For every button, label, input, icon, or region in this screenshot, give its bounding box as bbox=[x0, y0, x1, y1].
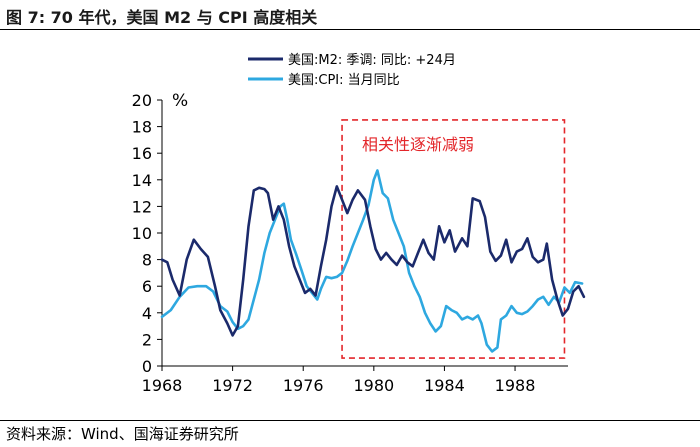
series-line-cpi bbox=[160, 169, 584, 353]
m2-cpi-line-chart: 0 2 4 6 8 10 12 14 16 18 20 1968 1972 1976 1980 1984 198… bbox=[132, 53, 586, 395]
y-tick-label: 8 bbox=[142, 251, 152, 270]
annotation-label: 相关性逐渐减弱 bbox=[362, 135, 474, 154]
title-divider bbox=[0, 29, 700, 30]
x-tick-label: 1972 bbox=[212, 376, 253, 395]
y-tick-label: 4 bbox=[142, 304, 152, 323]
y-axis-unit-label: % bbox=[172, 91, 188, 111]
chart-axes: 0 2 4 6 8 10 12 14 16 18 20 1968 1972 1976 1980 1984 198… bbox=[132, 91, 568, 395]
x-tick-label: 1980 bbox=[353, 376, 394, 395]
y-tick-label: 14 bbox=[132, 171, 152, 190]
y-tick-label: 10 bbox=[132, 224, 152, 243]
y-tick-label: 20 bbox=[132, 91, 152, 110]
annotation-dashed-box bbox=[341, 119, 566, 359]
y-tick-label: 18 bbox=[132, 118, 152, 137]
x-tick-label: 1976 bbox=[283, 376, 324, 395]
annotation-box-layer: 相关性逐渐减弱 bbox=[341, 119, 566, 359]
y-tick-label: 0 bbox=[142, 357, 152, 376]
y-tick-label: 6 bbox=[142, 277, 152, 296]
series-line-m2 bbox=[160, 185, 586, 337]
x-tick-label: 1968 bbox=[142, 376, 183, 395]
source-note: 资料来源：Wind、国海证券研究所 bbox=[6, 425, 239, 443]
footer-divider bbox=[0, 420, 700, 421]
page-title: 图 7: 70 年代，美国 M2 与 CPI 高度相关 bbox=[6, 8, 318, 27]
legend-label-m2: 美国:M2: 季调: 同比: +24月 bbox=[288, 53, 456, 68]
x-tick-label: 1988 bbox=[495, 376, 536, 395]
y-tick-label: 12 bbox=[132, 197, 152, 216]
y-tick-label: 16 bbox=[132, 144, 152, 163]
y-tick-label: 2 bbox=[142, 330, 152, 349]
series-layer bbox=[160, 169, 586, 353]
legend-label-cpi: 美国:CPI: 当月同比 bbox=[288, 73, 400, 88]
x-tick-label: 1984 bbox=[424, 376, 465, 395]
